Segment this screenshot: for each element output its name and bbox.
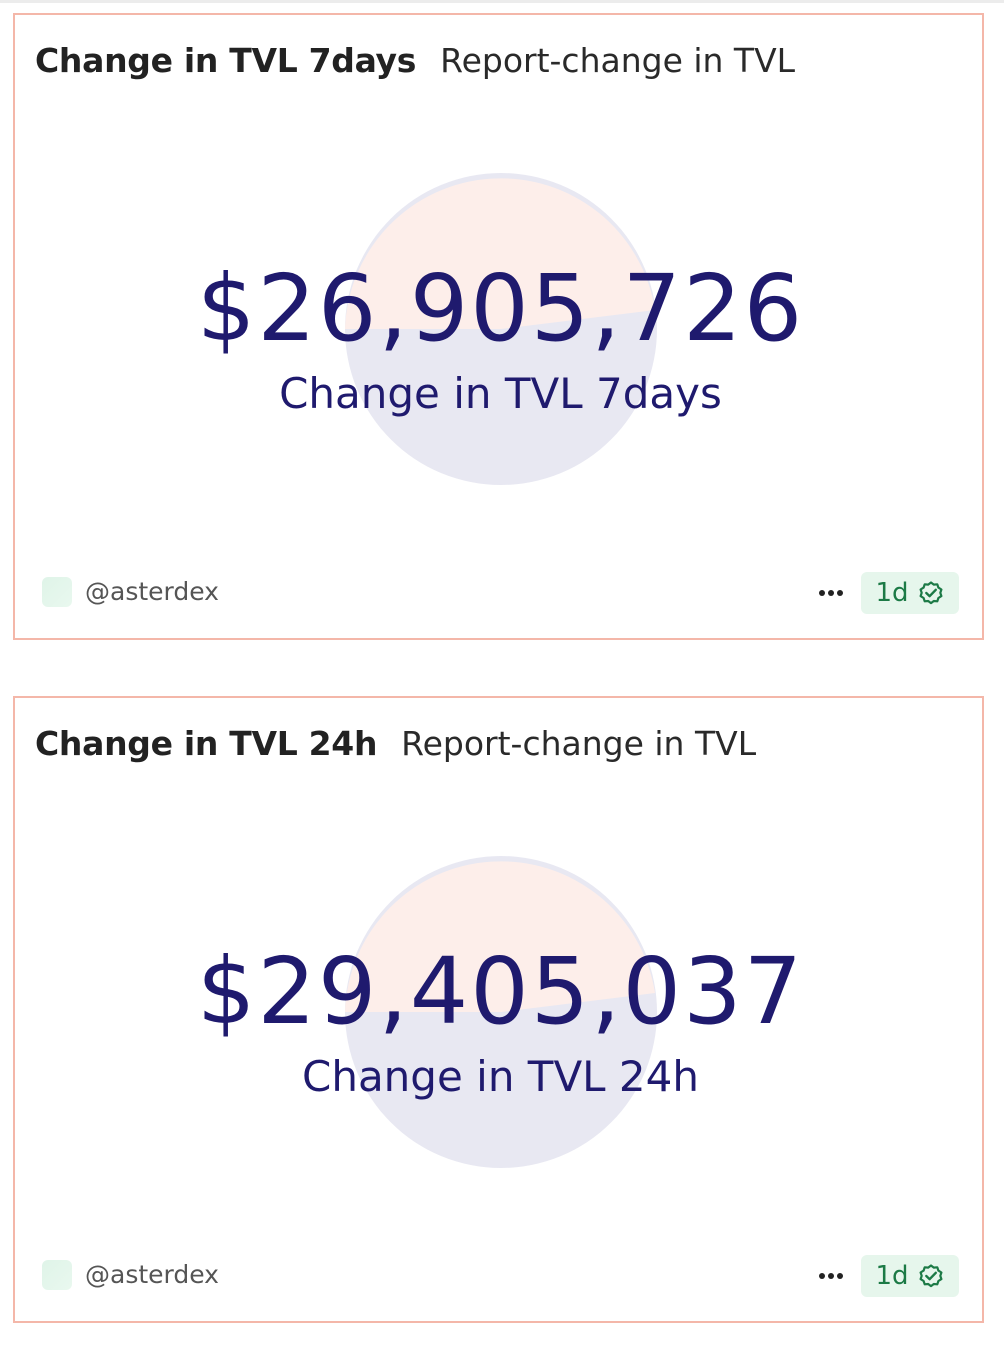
age-badge[interactable]: 1d: [861, 1255, 959, 1297]
metric-label: Change in TVL 7days: [279, 369, 722, 418]
card-header: Change in TVL 7days Report-change in TVL: [35, 39, 795, 83]
author-handle[interactable]: @asterdex: [85, 577, 219, 606]
author-row[interactable]: @asterdex: [42, 1260, 219, 1290]
age-badge[interactable]: 1d: [861, 572, 959, 614]
verified-check-icon: [919, 1264, 943, 1288]
pie-background: [345, 856, 657, 1168]
card-title[interactable]: Change in TVL 24h: [35, 724, 378, 763]
card-subtitle: Report-change in TVL: [440, 41, 796, 80]
more-options-button[interactable]: [813, 573, 849, 613]
more-dots-icon: [819, 590, 825, 596]
metric-card-24h[interactable]: $29,405,037 Change in TVL 24h Change in …: [13, 696, 984, 1323]
age-text: 1d: [875, 1261, 909, 1291]
pie-background: [345, 173, 657, 485]
card-header: Change in TVL 24h Report-change in TVL: [35, 722, 756, 766]
more-options-button[interactable]: [813, 1256, 849, 1296]
more-dots-icon: [828, 1273, 834, 1279]
more-dots-icon: [819, 1273, 825, 1279]
metric-value: $29,405,037: [196, 938, 805, 1045]
top-divider: [0, 0, 1004, 3]
more-dots-icon: [837, 590, 843, 596]
more-dots-icon: [837, 1273, 843, 1279]
metric-value: $26,905,726: [196, 255, 805, 362]
author-row[interactable]: @asterdex: [42, 577, 219, 607]
author-handle[interactable]: @asterdex: [85, 1260, 219, 1289]
card-title[interactable]: Change in TVL 7days: [35, 41, 417, 80]
metric-visual: $26,905,726 Change in TVL 7days: [15, 15, 986, 642]
card-subtitle: Report-change in TVL: [401, 724, 757, 763]
age-text: 1d: [875, 578, 909, 608]
metric-label: Change in TVL 24h: [302, 1052, 699, 1101]
metric-visual: $29,405,037 Change in TVL 24h: [15, 698, 986, 1325]
pie-slice-upper: [345, 178, 655, 329]
metric-card-7days[interactable]: $26,905,726 Change in TVL 7days Change i…: [13, 13, 984, 640]
avatar[interactable]: [42, 1260, 72, 1290]
pie-slice-upper: [345, 861, 655, 1012]
more-dots-icon: [828, 590, 834, 596]
verified-check-icon: [919, 581, 943, 605]
avatar[interactable]: [42, 577, 72, 607]
